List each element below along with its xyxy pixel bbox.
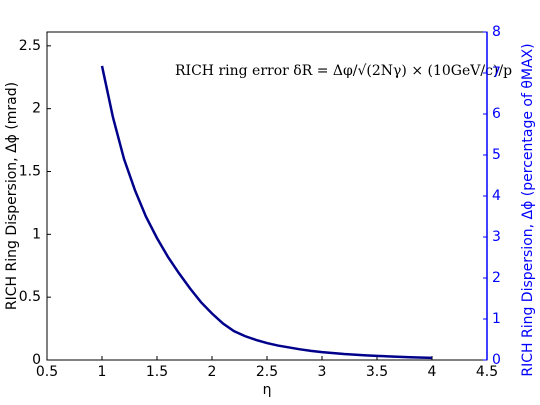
y-tick-label: 0.5 <box>19 289 41 305</box>
x-tick-label: 2.5 <box>256 364 278 380</box>
line <box>100 65 433 360</box>
y-axis-label: RICH Ring Dispersion, Δϕ (mrad) <box>4 82 20 310</box>
x-tick-label: 3.5 <box>366 364 388 380</box>
y-tick-label: 1 <box>32 226 41 242</box>
y2-tick-label: 8 <box>492 24 501 40</box>
y2-tick-label: 1 <box>492 311 501 327</box>
y2-tick-label: 5 <box>492 147 501 163</box>
x-tick-label: 1.5 <box>146 364 168 380</box>
y2-tick-label: 6 <box>492 106 501 122</box>
plot-frame <box>46 31 488 361</box>
x-tick-label: 1 <box>98 364 107 380</box>
annotation: RICH ring error δR = Δφ/√(2Nγ) × (10GeV/… <box>175 63 512 79</box>
y2-tick-label: 4 <box>492 188 501 204</box>
x-tick-label: 4 <box>428 364 437 380</box>
y2-tick-label: 2 <box>492 270 501 286</box>
x-axis-label: η <box>263 382 272 398</box>
x-tick-label: 2 <box>208 364 217 380</box>
x-tick-label: 3 <box>318 364 327 380</box>
y-tick-label: 1.5 <box>19 163 41 179</box>
y2-tick-label: 3 <box>492 229 501 245</box>
y-tick-label: 2.5 <box>19 38 41 54</box>
y2-axis-label: RICH Ring Dispersion, Δϕ (percentage of … <box>520 43 536 376</box>
x-tick-label: 0.5 <box>36 364 58 380</box>
y-tick-label: 2 <box>32 101 41 117</box>
y2-tick-label: 7 <box>492 65 501 81</box>
x-tick-label: 4.5 <box>476 364 498 380</box>
y2-tick-label: 0 <box>492 352 501 368</box>
y-tick-label: 0 <box>32 352 41 368</box>
